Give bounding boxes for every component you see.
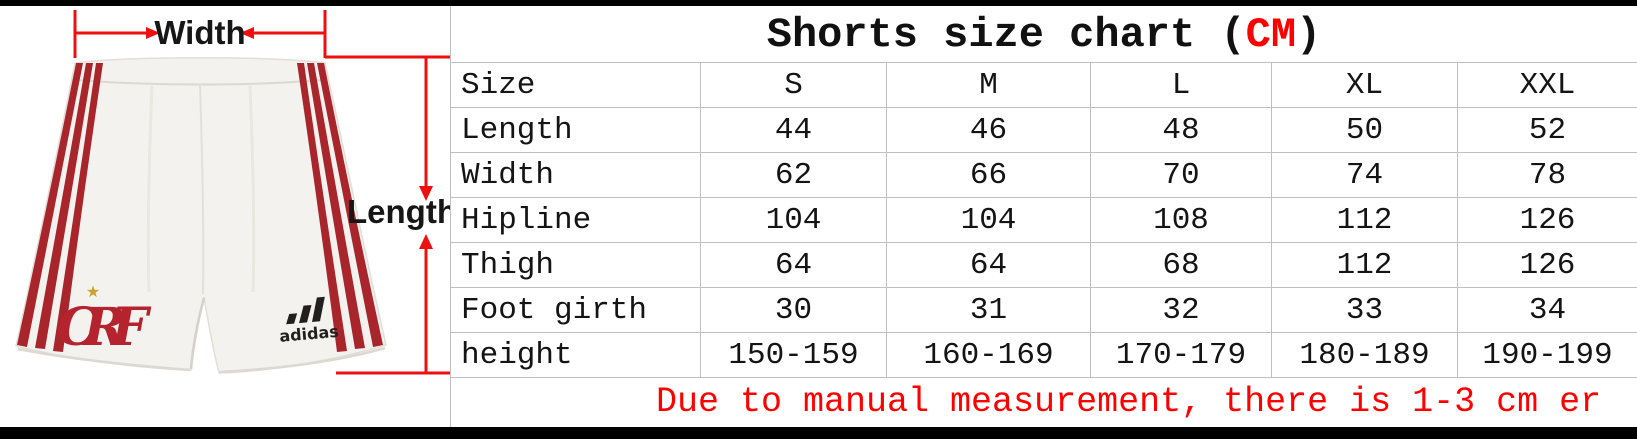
right-three-stripes bbox=[297, 63, 383, 352]
width-measure bbox=[73, 10, 327, 58]
row-label-cell: Width bbox=[450, 152, 701, 198]
row-label-cell: Length bbox=[450, 107, 701, 153]
table-cell: 190-199 bbox=[1457, 332, 1637, 378]
crotch-shadow bbox=[189, 297, 206, 370]
table-cell: 30 bbox=[700, 287, 887, 333]
table-cell: 32 bbox=[1090, 287, 1272, 333]
header-cell: XL bbox=[1271, 62, 1458, 108]
fabric-crease bbox=[146, 85, 154, 293]
stripe bbox=[297, 63, 347, 352]
table-cell: 108 bbox=[1090, 197, 1272, 243]
table-row: Width 62 66 70 74 78 bbox=[450, 152, 1637, 198]
measurement-note: Due to manual measurement, there is 1-3 … bbox=[450, 378, 1637, 428]
header-cell: Size bbox=[450, 62, 701, 108]
chart-title-text: Shorts size chart ( bbox=[766, 11, 1246, 59]
chart-title-suffix: ) bbox=[1296, 11, 1322, 59]
table-cell: 31 bbox=[886, 287, 1091, 333]
header-cell: S bbox=[700, 62, 887, 108]
crest-star-icon: ★ bbox=[86, 284, 100, 301]
table-cell: 52 bbox=[1457, 107, 1637, 153]
table-cell: 64 bbox=[886, 242, 1091, 288]
size-chart-panel: Shorts size chart (CM) Size S M L XL XXL… bbox=[450, 6, 1637, 428]
chart-title-unit: CM bbox=[1245, 11, 1297, 59]
width-arrowhead-left-icon bbox=[240, 27, 254, 39]
right-hem-shadow bbox=[218, 346, 386, 374]
shorts-silhouette bbox=[15, 57, 387, 374]
left-three-stripes bbox=[17, 63, 103, 352]
table-cell: 66 bbox=[886, 152, 1091, 198]
bottom-black-bar bbox=[0, 427, 1637, 439]
product-measurement-panel: ★ CRF adidas bbox=[0, 6, 450, 427]
table-cell: 160-169 bbox=[886, 332, 1091, 378]
table-row: height 150-159 160-169 170-179 180-189 1… bbox=[450, 332, 1637, 378]
table-cell: 68 bbox=[1090, 242, 1272, 288]
table-cell: 126 bbox=[1457, 242, 1637, 288]
adidas-bars-icon bbox=[286, 296, 325, 325]
top-black-bar bbox=[0, 0, 1637, 6]
center-seam bbox=[199, 83, 205, 295]
length-arrowhead-up-icon bbox=[419, 234, 433, 249]
adidas-bar bbox=[299, 304, 312, 324]
left-hem-shadow bbox=[17, 347, 191, 372]
table-cell: 104 bbox=[700, 197, 887, 243]
fabric-crease bbox=[248, 85, 256, 293]
table-row: Thigh 64 64 68 112 126 bbox=[450, 242, 1637, 288]
stripe bbox=[317, 63, 383, 347]
stripe bbox=[17, 63, 83, 347]
stripe bbox=[307, 63, 365, 349]
table-cell: 112 bbox=[1271, 197, 1458, 243]
adidas-bar bbox=[312, 296, 325, 322]
table-cell: 64 bbox=[700, 242, 887, 288]
shorts-diagram: ★ CRF adidas bbox=[15, 10, 450, 375]
table-row: Length 44 46 48 50 52 bbox=[450, 107, 1637, 153]
length-arrowhead-down-icon bbox=[419, 186, 433, 201]
table-row: Foot girth 30 31 32 33 34 bbox=[450, 287, 1637, 333]
table-row: Hipline 104 104 108 112 126 bbox=[450, 197, 1637, 243]
row-label-cell: Thigh bbox=[450, 242, 701, 288]
table-cell: 104 bbox=[886, 197, 1091, 243]
width-label: Width bbox=[154, 14, 245, 51]
header-cell: M bbox=[886, 62, 1091, 108]
row-label-cell: Foot girth bbox=[450, 287, 701, 333]
size-table: Size S M L XL XXL Length 44 46 48 50 52 … bbox=[450, 62, 1637, 378]
width-arrowhead-right-icon bbox=[146, 27, 160, 39]
table-cell: 126 bbox=[1457, 197, 1637, 243]
shorts-image: ★ CRF adidas bbox=[15, 57, 387, 374]
table-cell: 50 bbox=[1271, 107, 1458, 153]
length-measure bbox=[325, 55, 450, 375]
stripe bbox=[35, 63, 93, 349]
table-cell: 70 bbox=[1090, 152, 1272, 198]
table-cell: 150-159 bbox=[700, 332, 887, 378]
table-cell: 48 bbox=[1090, 107, 1272, 153]
table-header-row: Size S M L XL XXL bbox=[450, 62, 1637, 108]
row-label-cell: height bbox=[450, 332, 701, 378]
table-cell: 180-189 bbox=[1271, 332, 1458, 378]
table-cell: 46 bbox=[886, 107, 1091, 153]
adidas-bar bbox=[286, 313, 298, 325]
header-cell: L bbox=[1090, 62, 1272, 108]
chart-title: Shorts size chart (CM) bbox=[450, 6, 1637, 62]
table-cell: 112 bbox=[1271, 242, 1458, 288]
row-label-cell: Hipline bbox=[450, 197, 701, 243]
table-cell: 62 bbox=[700, 152, 887, 198]
stripe bbox=[53, 63, 103, 352]
table-cell: 74 bbox=[1271, 152, 1458, 198]
table-cell: 44 bbox=[700, 107, 887, 153]
header-cell: XXL bbox=[1457, 62, 1637, 108]
measurement-annotations bbox=[73, 10, 450, 375]
length-label: Length bbox=[347, 193, 450, 230]
table-cell: 34 bbox=[1457, 287, 1637, 333]
table-cell: 78 bbox=[1457, 152, 1637, 198]
table-cell: 170-179 bbox=[1090, 332, 1272, 378]
table-cell: 33 bbox=[1271, 287, 1458, 333]
